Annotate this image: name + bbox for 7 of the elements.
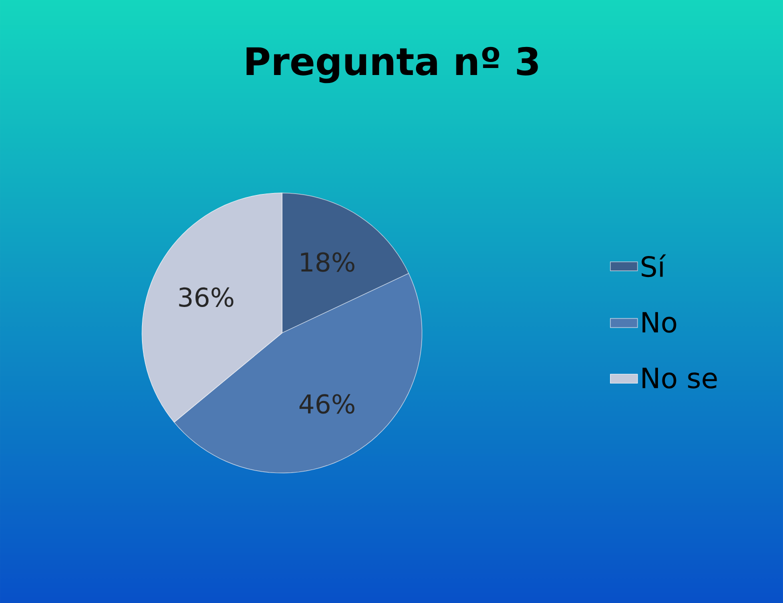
- legend-label: No se: [642, 368, 717, 389]
- legend-label: No: [642, 312, 676, 333]
- chart-title: Pregunta nº 3: [246, 46, 538, 84]
- data-label: 18%: [301, 252, 354, 272]
- data-label: 46%: [300, 394, 354, 414]
- legend-label: Sí: [642, 254, 666, 278]
- data-label: 36%: [179, 287, 234, 307]
